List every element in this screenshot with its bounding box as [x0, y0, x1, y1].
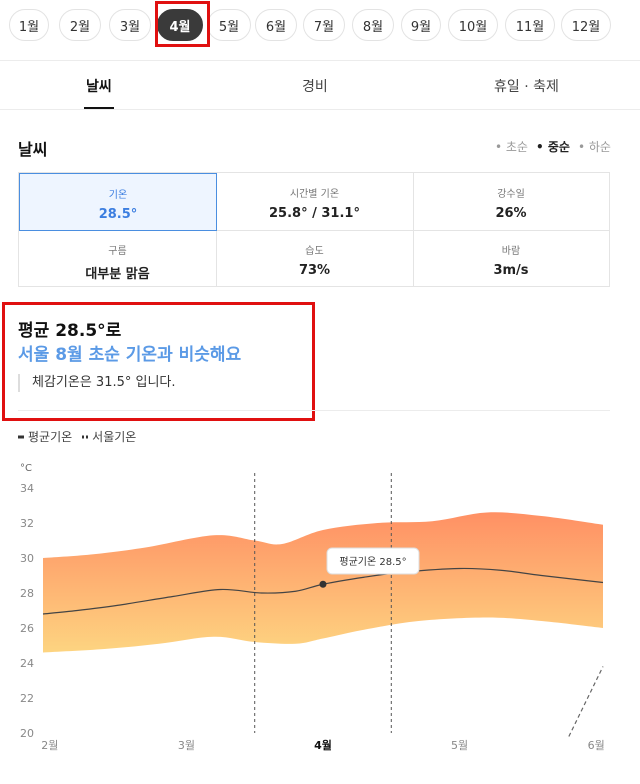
- stat-value: 25.8° / 31.1°: [269, 206, 360, 221]
- y-axis-unit: °C: [20, 463, 32, 474]
- active-tab-indicator: [84, 107, 114, 109]
- divider: [0, 109, 640, 110]
- stat-wind[interactable]: 바람 3m/s: [413, 230, 609, 286]
- legend-dashed-swatch-icon: [82, 435, 89, 438]
- month-11[interactable]: 11월: [505, 9, 555, 41]
- stat-temperature[interactable]: 기온 28.5°: [19, 173, 217, 231]
- legend-item-seoul: 서울기온: [82, 428, 136, 445]
- stat-label: 구름: [108, 246, 127, 257]
- month-4[interactable]: 4월: [157, 9, 203, 41]
- summary-highlight: [2, 302, 315, 421]
- month-8[interactable]: 8월: [352, 9, 394, 41]
- y-tick-label: 30: [20, 552, 34, 565]
- legend-label: 평균기온: [28, 430, 73, 444]
- month-6[interactable]: 6월: [255, 9, 297, 41]
- stat-value: 대부분 맑음: [85, 267, 150, 282]
- seoul-temperature-line: [568, 666, 604, 737]
- tooltip-box: [326, 547, 420, 575]
- stat-cloud[interactable]: 구름 대부분 맑음: [19, 230, 216, 286]
- summary-feels-like: 체감기온은 31.5° 입니다.: [18, 374, 176, 392]
- divider: [0, 60, 640, 61]
- temperature-chart: °C 34 32 30 28 26 24 22 20 평균기온 28.5° 2월 3월 4월 5월 6월: [20, 463, 605, 752]
- y-tick-label: 20: [20, 727, 34, 740]
- y-tick-label: 24: [20, 657, 34, 670]
- stat-label: 습도: [305, 246, 324, 257]
- legend-label: 서울기온: [92, 430, 137, 444]
- tab-holiday[interactable]: 휴일 · 축제: [494, 79, 559, 95]
- stat-value: 26%: [495, 206, 527, 221]
- tab-weather[interactable]: 날씨: [86, 79, 112, 95]
- x-tick-label: 2월: [41, 739, 58, 752]
- section-title: 날씨: [18, 140, 48, 159]
- x-tick-label: 3월: [178, 739, 195, 752]
- stat-label: 강수일: [497, 189, 525, 200]
- stat-label: 시간별 기온: [289, 189, 340, 200]
- period-late[interactable]: • 하순: [578, 140, 611, 154]
- month-10[interactable]: 10월: [448, 9, 498, 41]
- period-early[interactable]: • 초순: [495, 140, 528, 154]
- grid-line: [19, 230, 609, 231]
- month-7[interactable]: 7월: [303, 9, 345, 41]
- stat-value: 3m/s: [493, 263, 529, 278]
- y-tick-label: 32: [20, 517, 34, 530]
- month-9[interactable]: 9월: [401, 9, 441, 41]
- stat-label: 바람: [501, 246, 521, 257]
- tooltip-text: 평균기온 28.5°: [339, 556, 406, 568]
- y-tick-label: 28: [20, 587, 34, 600]
- selected-month-highlight: [155, 1, 210, 47]
- month-3[interactable]: 3월: [109, 9, 151, 41]
- stat-value: 73%: [298, 263, 331, 278]
- average-temperature-line: [42, 567, 604, 615]
- month-selector: 1월 2월 3월 4월 5월 6월 7월 8월 9월 10월 11월 12월: [0, 0, 640, 60]
- period-mid[interactable]: • 중순: [536, 140, 570, 154]
- stat-rain-days[interactable]: 강수일 26%: [413, 173, 609, 230]
- x-tick-label: 6월: [588, 739, 605, 752]
- month-12[interactable]: 12월: [561, 9, 611, 41]
- stat-hourly-temperature[interactable]: 시간별 기온 25.8° / 31.1°: [216, 173, 413, 230]
- chart-legend: 평균기온 서울기온: [18, 428, 136, 445]
- month-2[interactable]: 2월: [59, 9, 101, 41]
- stat-humidity[interactable]: 습도 73%: [216, 230, 413, 286]
- stat-value: 28.5°: [98, 207, 138, 222]
- y-tick-label: 26: [20, 622, 34, 635]
- x-tick-label: 4월: [314, 738, 332, 752]
- y-tick-label: 34: [20, 482, 34, 495]
- summary-average: 평균 28.5°로: [18, 321, 122, 341]
- summary-comparison: 서울 8월 초순 기온과 비슷해요: [18, 345, 242, 365]
- tab-cost[interactable]: 경비: [302, 79, 328, 95]
- divider: [18, 410, 610, 411]
- legend-item-average: 평균기온: [18, 428, 72, 445]
- average-point-marker: [319, 580, 327, 588]
- month-5[interactable]: 5월: [207, 9, 251, 41]
- grid-line: [413, 173, 414, 286]
- month-1[interactable]: 1월: [9, 9, 49, 41]
- legend-solid-swatch-icon: [18, 435, 24, 438]
- stat-label: 기온: [108, 190, 128, 201]
- x-tick-label: 5월: [451, 739, 468, 752]
- weather-stats-grid: 기온 28.5° 시간별 기온 25.8° / 31.1° 강수일 26% 구름…: [18, 172, 610, 287]
- y-tick-label: 22: [20, 692, 34, 705]
